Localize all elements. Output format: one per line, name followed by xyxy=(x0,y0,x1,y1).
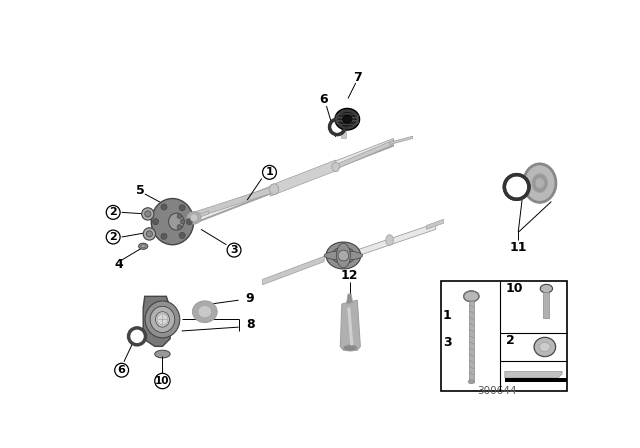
Ellipse shape xyxy=(151,198,194,245)
Polygon shape xyxy=(336,140,394,169)
Circle shape xyxy=(141,208,154,220)
Ellipse shape xyxy=(156,312,170,327)
Circle shape xyxy=(152,219,159,225)
Text: 8: 8 xyxy=(246,318,255,332)
Polygon shape xyxy=(262,256,324,285)
Ellipse shape xyxy=(198,306,212,318)
Polygon shape xyxy=(505,371,562,378)
Polygon shape xyxy=(143,296,170,346)
Polygon shape xyxy=(390,136,413,145)
Circle shape xyxy=(143,228,156,240)
Bar xyxy=(543,292,550,318)
Ellipse shape xyxy=(155,350,170,358)
Ellipse shape xyxy=(540,342,550,352)
Text: 2: 2 xyxy=(506,334,515,347)
Ellipse shape xyxy=(463,291,479,302)
Circle shape xyxy=(129,328,145,345)
Ellipse shape xyxy=(532,174,547,192)
Text: 6: 6 xyxy=(118,365,125,375)
Ellipse shape xyxy=(386,235,394,246)
Ellipse shape xyxy=(168,213,184,230)
Polygon shape xyxy=(340,300,360,350)
Circle shape xyxy=(157,314,168,325)
Ellipse shape xyxy=(145,301,180,338)
Ellipse shape xyxy=(342,115,352,123)
Circle shape xyxy=(115,363,129,377)
Circle shape xyxy=(161,233,167,239)
Circle shape xyxy=(155,373,170,389)
Text: 6: 6 xyxy=(319,94,328,107)
Ellipse shape xyxy=(339,112,356,126)
Ellipse shape xyxy=(150,306,175,332)
Bar xyxy=(505,378,566,382)
Ellipse shape xyxy=(332,162,340,172)
Text: 3: 3 xyxy=(230,245,238,255)
Ellipse shape xyxy=(187,211,201,224)
Ellipse shape xyxy=(524,164,556,202)
Circle shape xyxy=(179,205,185,211)
Circle shape xyxy=(145,211,151,217)
Polygon shape xyxy=(196,138,394,223)
Text: 5: 5 xyxy=(136,184,145,197)
Ellipse shape xyxy=(540,284,552,293)
Polygon shape xyxy=(270,160,336,196)
Circle shape xyxy=(147,231,152,237)
Circle shape xyxy=(504,175,529,199)
Bar xyxy=(469,300,474,382)
Text: 1: 1 xyxy=(266,168,273,177)
Text: 12: 12 xyxy=(341,269,358,282)
Ellipse shape xyxy=(338,250,349,261)
Text: 2: 2 xyxy=(109,232,117,242)
Circle shape xyxy=(106,230,120,244)
Polygon shape xyxy=(196,145,394,223)
Circle shape xyxy=(262,165,276,179)
Text: 9: 9 xyxy=(245,292,254,305)
Ellipse shape xyxy=(335,108,360,130)
Circle shape xyxy=(186,219,193,225)
Text: 11: 11 xyxy=(509,241,527,254)
Text: 7: 7 xyxy=(353,71,362,84)
Ellipse shape xyxy=(326,242,361,269)
Ellipse shape xyxy=(337,243,350,268)
Circle shape xyxy=(179,233,185,239)
Polygon shape xyxy=(427,220,444,229)
Ellipse shape xyxy=(535,178,545,189)
Ellipse shape xyxy=(141,245,145,248)
Ellipse shape xyxy=(534,337,556,357)
Ellipse shape xyxy=(344,345,357,351)
Text: 10: 10 xyxy=(506,282,523,295)
Ellipse shape xyxy=(193,301,217,323)
Text: 10: 10 xyxy=(155,376,170,386)
Ellipse shape xyxy=(180,220,185,224)
Polygon shape xyxy=(193,211,209,220)
Polygon shape xyxy=(359,223,436,255)
Ellipse shape xyxy=(269,184,279,195)
Polygon shape xyxy=(346,294,353,304)
Ellipse shape xyxy=(139,243,148,250)
Polygon shape xyxy=(348,307,353,345)
Polygon shape xyxy=(341,109,346,138)
Ellipse shape xyxy=(332,247,355,264)
Text: 2: 2 xyxy=(109,207,117,217)
Bar xyxy=(441,281,566,391)
Ellipse shape xyxy=(190,214,198,222)
Text: 1: 1 xyxy=(443,309,452,322)
Circle shape xyxy=(106,206,120,220)
Ellipse shape xyxy=(177,224,182,229)
Circle shape xyxy=(330,119,345,134)
Ellipse shape xyxy=(468,380,474,383)
Text: 4: 4 xyxy=(114,258,123,271)
Polygon shape xyxy=(196,186,274,218)
Text: 300644: 300644 xyxy=(477,386,517,396)
Ellipse shape xyxy=(324,251,363,260)
Circle shape xyxy=(227,243,241,257)
Ellipse shape xyxy=(177,214,182,219)
Circle shape xyxy=(161,204,167,210)
Text: 3: 3 xyxy=(443,336,452,349)
